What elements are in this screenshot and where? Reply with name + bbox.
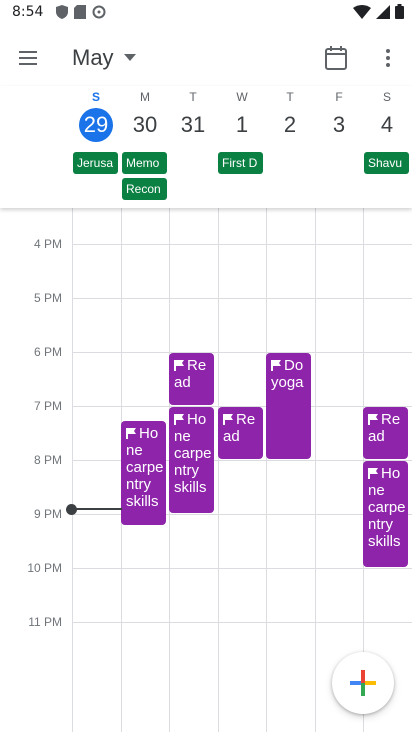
day-number: 2 — [283, 112, 297, 137]
hour-label: 7 PM — [33, 399, 62, 413]
flag-icon — [368, 468, 378, 479]
calendar-event[interactable]: Re ad — [169, 353, 214, 405]
week-header: S 29 M 30 T 31 W 1 T 2 F 3 S 4 Jerusa Me… — [0, 86, 412, 208]
day-column-header[interactable]: F 3 — [315, 86, 363, 142]
status-system-icons — [353, 4, 404, 19]
day-number: 30 — [132, 112, 158, 137]
month-label: May — [72, 45, 114, 70]
calendar-event[interactable]: Ho ne carpe ntry skills — [363, 461, 408, 567]
hour-label: 9 PM — [33, 507, 62, 521]
day-column-header[interactable]: S 4 — [363, 86, 411, 142]
sd-card-icon — [74, 5, 86, 19]
day-column-header[interactable]: M 30 — [121, 86, 169, 142]
calendar-event[interactable]: Re ad — [218, 407, 263, 459]
battery-icon — [395, 4, 404, 19]
day-number: 3 — [332, 112, 346, 137]
status-bar: 8:54 — [0, 0, 412, 24]
hour-label: 8 PM — [33, 453, 62, 467]
menu-button[interactable] — [16, 42, 56, 74]
event-title: Re ad — [223, 411, 256, 445]
flag-icon — [271, 360, 281, 371]
hour-line — [72, 352, 412, 353]
day-of-week-label: T — [286, 90, 294, 104]
hour-line — [72, 460, 412, 461]
shield-icon — [56, 5, 68, 19]
day-of-week-label: M — [140, 90, 150, 104]
day-number: 1 — [235, 112, 249, 137]
event-title: Re ad — [368, 411, 401, 445]
wifi-icon — [353, 4, 371, 19]
day-of-week-label: S — [91, 90, 100, 104]
current-time-dot — [66, 504, 77, 515]
hour-line — [72, 406, 412, 407]
create-event-button[interactable] — [332, 652, 394, 714]
status-notification-icons — [56, 5, 106, 19]
calendar-event[interactable]: Do yoga — [266, 353, 311, 459]
day-of-week-label: W — [236, 90, 248, 104]
chevron-down-icon — [123, 54, 136, 61]
all-day-event[interactable]: Shavu — [364, 152, 409, 174]
all-day-event[interactable]: Jerusa — [73, 152, 118, 174]
column-divider — [266, 208, 267, 732]
hour-label: 4 PM — [33, 237, 62, 251]
event-title: Ho ne carpe ntry skills — [174, 411, 212, 496]
event-title: Ho ne carpe ntry skills — [368, 465, 406, 550]
flag-icon — [126, 428, 136, 439]
column-divider — [218, 208, 219, 732]
day-column-header[interactable]: T 2 — [266, 86, 314, 142]
flag-icon — [223, 414, 233, 425]
hour-line — [72, 244, 412, 245]
day-number: 29 — [79, 108, 113, 142]
calendar-event[interactable]: Ho ne carpe ntry skills — [169, 407, 214, 513]
day-column-header[interactable]: W 1 — [218, 86, 266, 142]
column-divider — [315, 208, 316, 732]
hour-label: 10 PM — [27, 561, 62, 575]
hour-label: 6 PM — [33, 345, 62, 359]
flag-icon — [174, 360, 184, 371]
all-day-event[interactable]: Recon — [122, 178, 167, 200]
day-column-header[interactable]: S 29 — [72, 86, 120, 142]
event-title: Re ad — [174, 357, 207, 391]
day-of-week-label: S — [382, 90, 391, 104]
day-number: 4 — [380, 112, 394, 137]
more-vert-icon — [386, 49, 390, 67]
hour-line — [72, 568, 412, 569]
menu-icon — [19, 51, 37, 65]
hour-label: 11 PM — [28, 615, 62, 629]
column-divider — [72, 208, 73, 732]
flag-icon — [174, 414, 184, 425]
day-of-week-label: T — [189, 90, 197, 104]
flag-icon — [368, 414, 378, 425]
month-selector-button[interactable]: May — [72, 42, 136, 74]
current-time-line — [72, 508, 122, 510]
hour-line — [72, 622, 412, 623]
hour-line — [72, 514, 412, 515]
hour-label: 5 PM — [33, 291, 62, 305]
signal-icon — [376, 4, 390, 19]
hour-line — [72, 298, 412, 299]
event-title: Ho ne carpe ntry skills — [126, 425, 164, 510]
day-of-week-label: F — [335, 90, 343, 104]
calendar-event[interactable]: Ho ne carpe ntry skills — [121, 421, 166, 525]
time-grid[interactable]: 4 PM 5 PM 6 PM 7 PM 8 PM 9 PM 10 PM 11 P… — [0, 208, 412, 732]
day-column-header[interactable]: T 31 — [169, 86, 217, 142]
status-time: 8:54 — [12, 4, 44, 20]
all-day-event[interactable]: First D — [218, 152, 263, 174]
day-number: 31 — [180, 112, 206, 137]
app-bar: May — [0, 24, 412, 86]
more-options-button[interactable] — [376, 42, 400, 74]
calendar-today-icon — [325, 46, 347, 70]
all-day-event[interactable]: Memo — [122, 152, 167, 174]
event-title: Do yoga — [271, 357, 304, 391]
today-button[interactable] — [324, 42, 354, 74]
sync-icon — [92, 5, 106, 19]
calendar-event[interactable]: Re ad — [363, 407, 408, 459]
add-icon — [350, 670, 376, 696]
